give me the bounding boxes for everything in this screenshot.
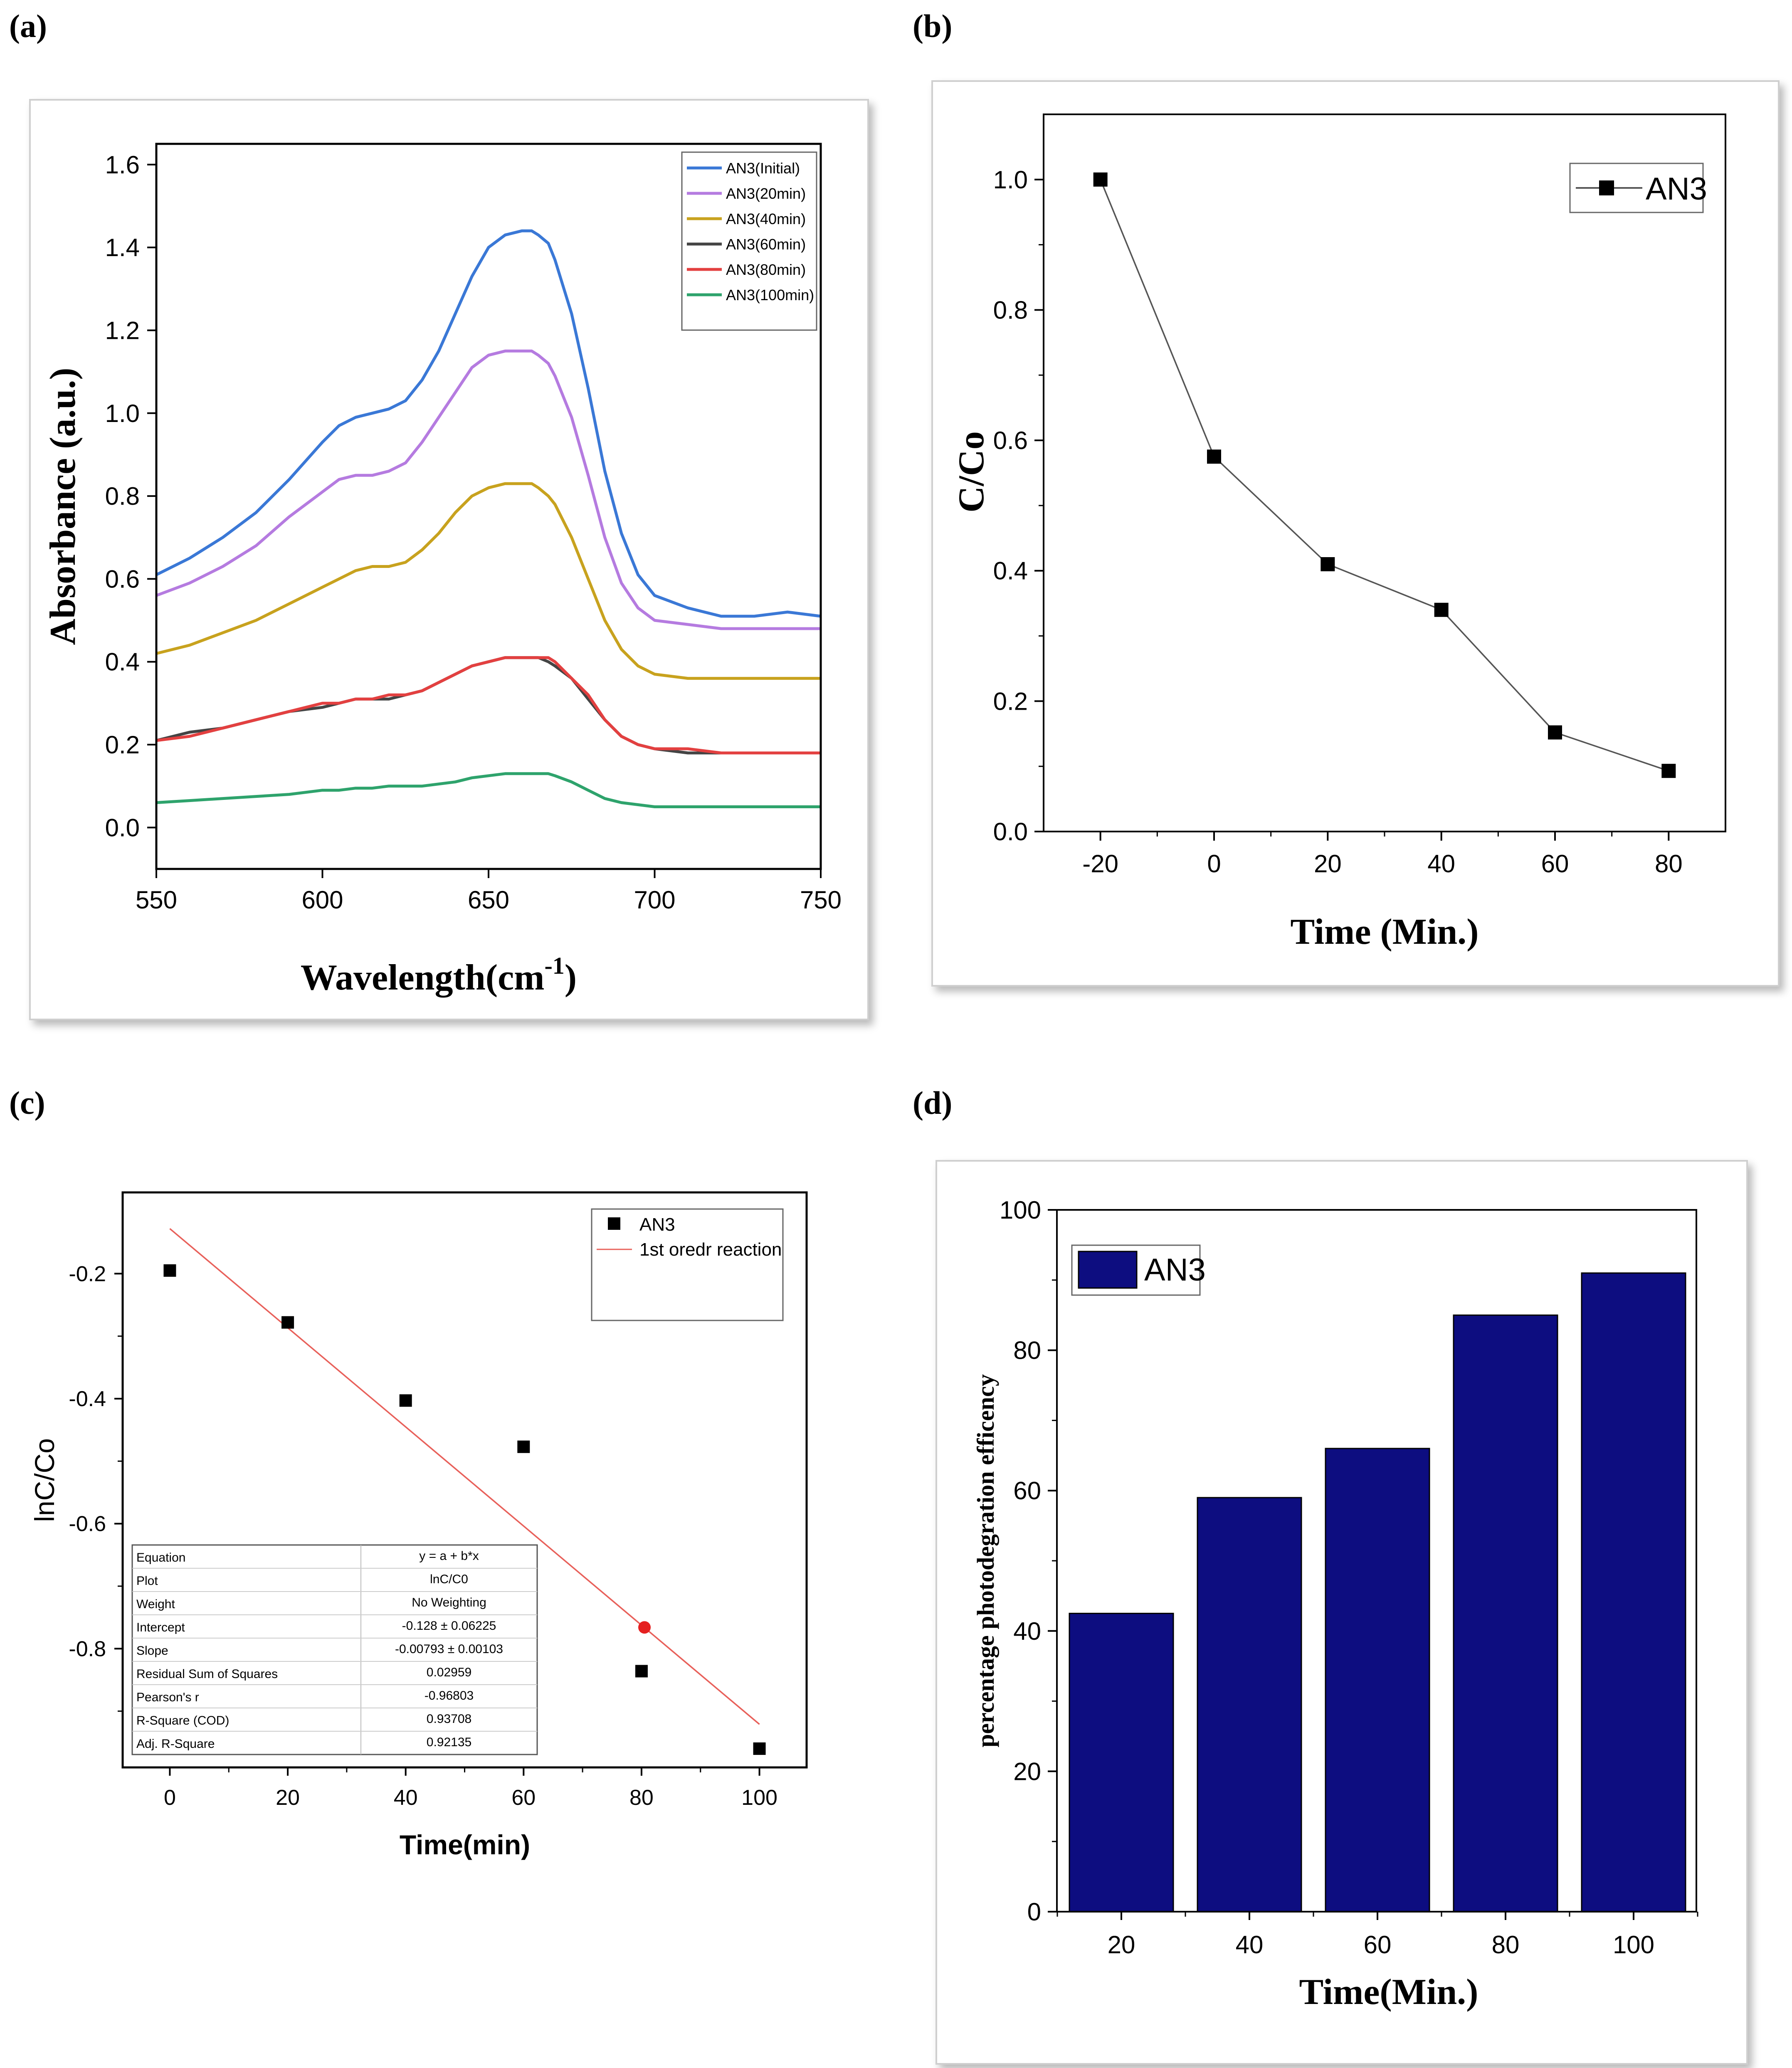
fit-table-key: Plot — [136, 1574, 158, 1588]
legend-c-label-points: AN3 — [639, 1214, 675, 1235]
fit-table-key: R-Square (COD) — [136, 1714, 229, 1727]
highlight-point-c — [638, 1621, 651, 1634]
y-tick-label-c: -0.4 — [69, 1387, 106, 1411]
panel-label-c: (c) — [9, 1085, 45, 1121]
fit-table-key: Intercept — [136, 1621, 185, 1634]
fit-table-value: 0.02959 — [427, 1666, 471, 1679]
chart-frame-b — [931, 80, 1780, 987]
fit-table-key: Adj. R-Square — [136, 1737, 215, 1751]
data-point-c — [753, 1742, 766, 1755]
chart-frame-a — [29, 99, 869, 1020]
legend-c-marker — [608, 1217, 620, 1230]
y-tick-label-c: -0.2 — [69, 1262, 106, 1286]
x-tick-label-c: 100 — [741, 1786, 778, 1810]
fit-table-value: 0.92135 — [427, 1735, 471, 1749]
legend-c: AN3 1st oredr reaction — [591, 1208, 784, 1321]
data-point-c — [399, 1394, 412, 1407]
fit-table-value: 0.93708 — [427, 1712, 471, 1726]
fit-table-value: -0.00793 ± 0.00103 — [395, 1642, 503, 1656]
x-axis-title-c: Time(min) — [400, 1829, 530, 1860]
x-tick-label-c: 0 — [164, 1786, 176, 1810]
fit-table-value: No Weighting — [412, 1596, 486, 1609]
fit-table-key: Residual Sum of Squares — [136, 1667, 278, 1681]
x-tick-label-c: 20 — [276, 1786, 300, 1810]
x-tick-label-c: 80 — [629, 1786, 654, 1810]
fit-table-value: -0.128 ± 0.06225 — [402, 1619, 496, 1633]
fit-table-value: y = a + b*x — [419, 1549, 479, 1563]
fit-table-key: Weight — [136, 1597, 175, 1611]
panel-label-d: (d) — [913, 1085, 953, 1121]
fit-table-value: -0.96803 — [425, 1689, 474, 1703]
panel-label-a: (a) — [9, 8, 47, 44]
x-tick-label-c: 40 — [394, 1786, 418, 1810]
x-tick-label-c: 60 — [511, 1786, 536, 1810]
fit-table: Equation y = a + b*x Plot lnC/C0 Weight No We… — [131, 1544, 538, 1755]
panel-label-b: (b) — [913, 8, 953, 44]
y-axis-title-c: lnC/Co — [29, 1438, 60, 1522]
fit-table-key: Equation — [136, 1551, 185, 1565]
legend-c-label-fit: 1st oredr reaction — [639, 1239, 782, 1260]
y-tick-label-c: -0.6 — [69, 1512, 106, 1536]
fit-table-value: lnC/C0 — [430, 1572, 468, 1586]
data-point-c — [163, 1264, 176, 1277]
data-point-c — [281, 1316, 294, 1329]
data-point-c — [517, 1440, 530, 1453]
fit-line-c — [169, 1228, 760, 1725]
y-tick-label-c: -0.8 — [69, 1637, 106, 1661]
fit-table-key: Pearson's r — [136, 1690, 199, 1704]
plot-area-c — [121, 1191, 808, 1769]
data-point-c — [635, 1665, 648, 1678]
chart-frame-d — [935, 1160, 1748, 2065]
fit-table-key: Slope — [136, 1644, 168, 1658]
